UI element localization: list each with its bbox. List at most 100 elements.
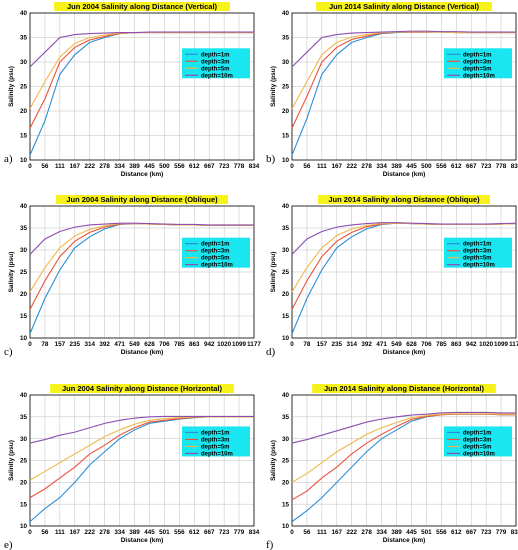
x-tick-label: 278: [99, 529, 110, 536]
x-tick-label: 157: [55, 341, 66, 348]
y-tick-label: 30: [282, 436, 290, 443]
legend-entry: depth=1m: [463, 242, 492, 248]
x-tick-label: 863: [189, 341, 200, 348]
x-tick-label: 549: [129, 341, 140, 348]
x-tick-label: 834: [511, 163, 518, 170]
legend-box: [444, 237, 512, 268]
series-line: [29, 222, 254, 255]
legend-entry: depth=10m: [201, 73, 233, 79]
chart-title: Jun 2004 Salinity along Distance (Obliqu…: [66, 195, 218, 204]
x-tick-label: 334: [114, 163, 125, 170]
legend-box: [444, 48, 512, 79]
x-tick-label: 278: [99, 163, 110, 170]
x-tick-label: 445: [144, 529, 155, 536]
x-tick-label: 235: [332, 341, 343, 348]
chart-title-background: [56, 195, 228, 204]
y-tick-label: 15: [20, 501, 28, 508]
series-line: [291, 411, 516, 444]
x-tick-label: 1177: [509, 341, 518, 348]
legend-entry: depth=1m: [463, 52, 492, 58]
x-tick-label: 779: [496, 529, 507, 536]
y-tick-label: 10: [282, 157, 290, 164]
x-tick-label: 667: [204, 529, 215, 536]
x-tick-label: 779: [234, 529, 245, 536]
y-tick-label: 40: [282, 392, 290, 399]
chart-panel-1: Jun 2004 Salinity along Distance (Vertic…: [4, 2, 260, 178]
x-tick-label: 111: [55, 163, 65, 170]
x-tick-label: 667: [466, 163, 477, 170]
x-tick-label: 471: [376, 341, 387, 348]
x-tick-label: 471: [114, 341, 125, 348]
x-tick-label: 0: [290, 529, 294, 536]
x-tick-label: 111: [317, 163, 327, 170]
x-tick-label: 785: [174, 341, 185, 348]
plot-frame: [29, 12, 255, 161]
x-tick-label: 834: [249, 163, 260, 170]
x-axis-label: Distance (km): [121, 537, 164, 544]
x-axis-label: Distance (km): [121, 171, 164, 178]
y-axis-label: Salinity (psu): [270, 66, 277, 107]
x-tick-label: 556: [436, 163, 447, 170]
x-tick-label: 834: [511, 529, 518, 536]
y-tick-label: 15: [282, 313, 290, 320]
x-tick-label: 500: [159, 163, 170, 170]
x-tick-label: 334: [376, 529, 387, 536]
x-tick-label: 78: [303, 341, 311, 348]
x-tick-label: 56: [41, 163, 49, 170]
legend-entry: depth=3m: [201, 59, 230, 65]
chart-panel-4: Jun 2014 Salinity along Distance (Obliqu…: [266, 195, 518, 358]
x-tick-label: 612: [189, 529, 200, 536]
legend-entry: depth=3m: [463, 249, 492, 255]
x-tick-label: 314: [346, 341, 357, 348]
x-tick-label: 0: [290, 341, 294, 348]
legend-box: [182, 426, 250, 457]
chart-panel-6: Jun 2014 Salinity along Distance (Horizo…: [266, 384, 518, 550]
y-tick-label: 30: [20, 59, 28, 66]
legend-entry: depth=5m: [201, 66, 230, 72]
legend-entry: depth=5m: [463, 66, 492, 72]
y-tick-label: 30: [282, 59, 290, 66]
x-tick-label: 863: [451, 341, 462, 348]
y-tick-label: 35: [20, 225, 28, 232]
x-axis-label: Distance (km): [383, 171, 426, 178]
y-tick-label: 20: [20, 291, 28, 298]
x-tick-label: 723: [481, 529, 492, 536]
y-tick-label: 15: [282, 133, 290, 140]
chart-panel-5: Jun 2004 Salinity along Distance (Horizo…: [4, 384, 260, 550]
legend-entry: depth=3m: [201, 249, 230, 255]
x-tick-label: 612: [451, 163, 462, 170]
plot-frame: [291, 205, 517, 339]
y-tick-label: 25: [282, 269, 290, 276]
y-tick-label: 20: [282, 291, 290, 298]
x-tick-label: 111: [55, 529, 65, 536]
x-axis-label: Distance (km): [383, 537, 426, 544]
chart-title-background: [54, 2, 230, 11]
chart-title-background: [318, 195, 490, 204]
y-tick-label: 20: [282, 480, 290, 487]
plot-frame: [29, 394, 255, 527]
y-tick-label: 10: [20, 157, 28, 164]
legend-entry: depth=10m: [463, 451, 495, 457]
x-tick-label: 556: [174, 529, 185, 536]
panel-label: c): [4, 346, 13, 358]
legend-entry: depth=10m: [463, 73, 495, 79]
x-tick-label: 612: [189, 163, 200, 170]
x-tick-label: 500: [421, 163, 432, 170]
y-tick-label: 15: [282, 501, 290, 508]
series-line: [291, 413, 516, 483]
y-tick-label: 40: [282, 203, 290, 210]
y-tick-label: 25: [282, 84, 290, 91]
x-tick-label: 0: [28, 163, 32, 170]
x-tick-label: 334: [114, 529, 125, 536]
legend-entry: depth=1m: [201, 52, 230, 58]
y-tick-label: 25: [20, 269, 28, 276]
x-axis-label: Distance (km): [121, 349, 164, 356]
x-tick-label: 0: [28, 341, 32, 348]
y-tick-label: 10: [282, 335, 290, 342]
y-tick-label: 25: [20, 458, 28, 465]
chart-title: Jun 2014 Salinity along Distance (Vertic…: [329, 2, 480, 11]
series-line: [29, 31, 254, 68]
x-tick-label: 278: [361, 163, 372, 170]
legend-entry: depth=3m: [463, 437, 492, 443]
chart-title-background: [312, 384, 496, 393]
